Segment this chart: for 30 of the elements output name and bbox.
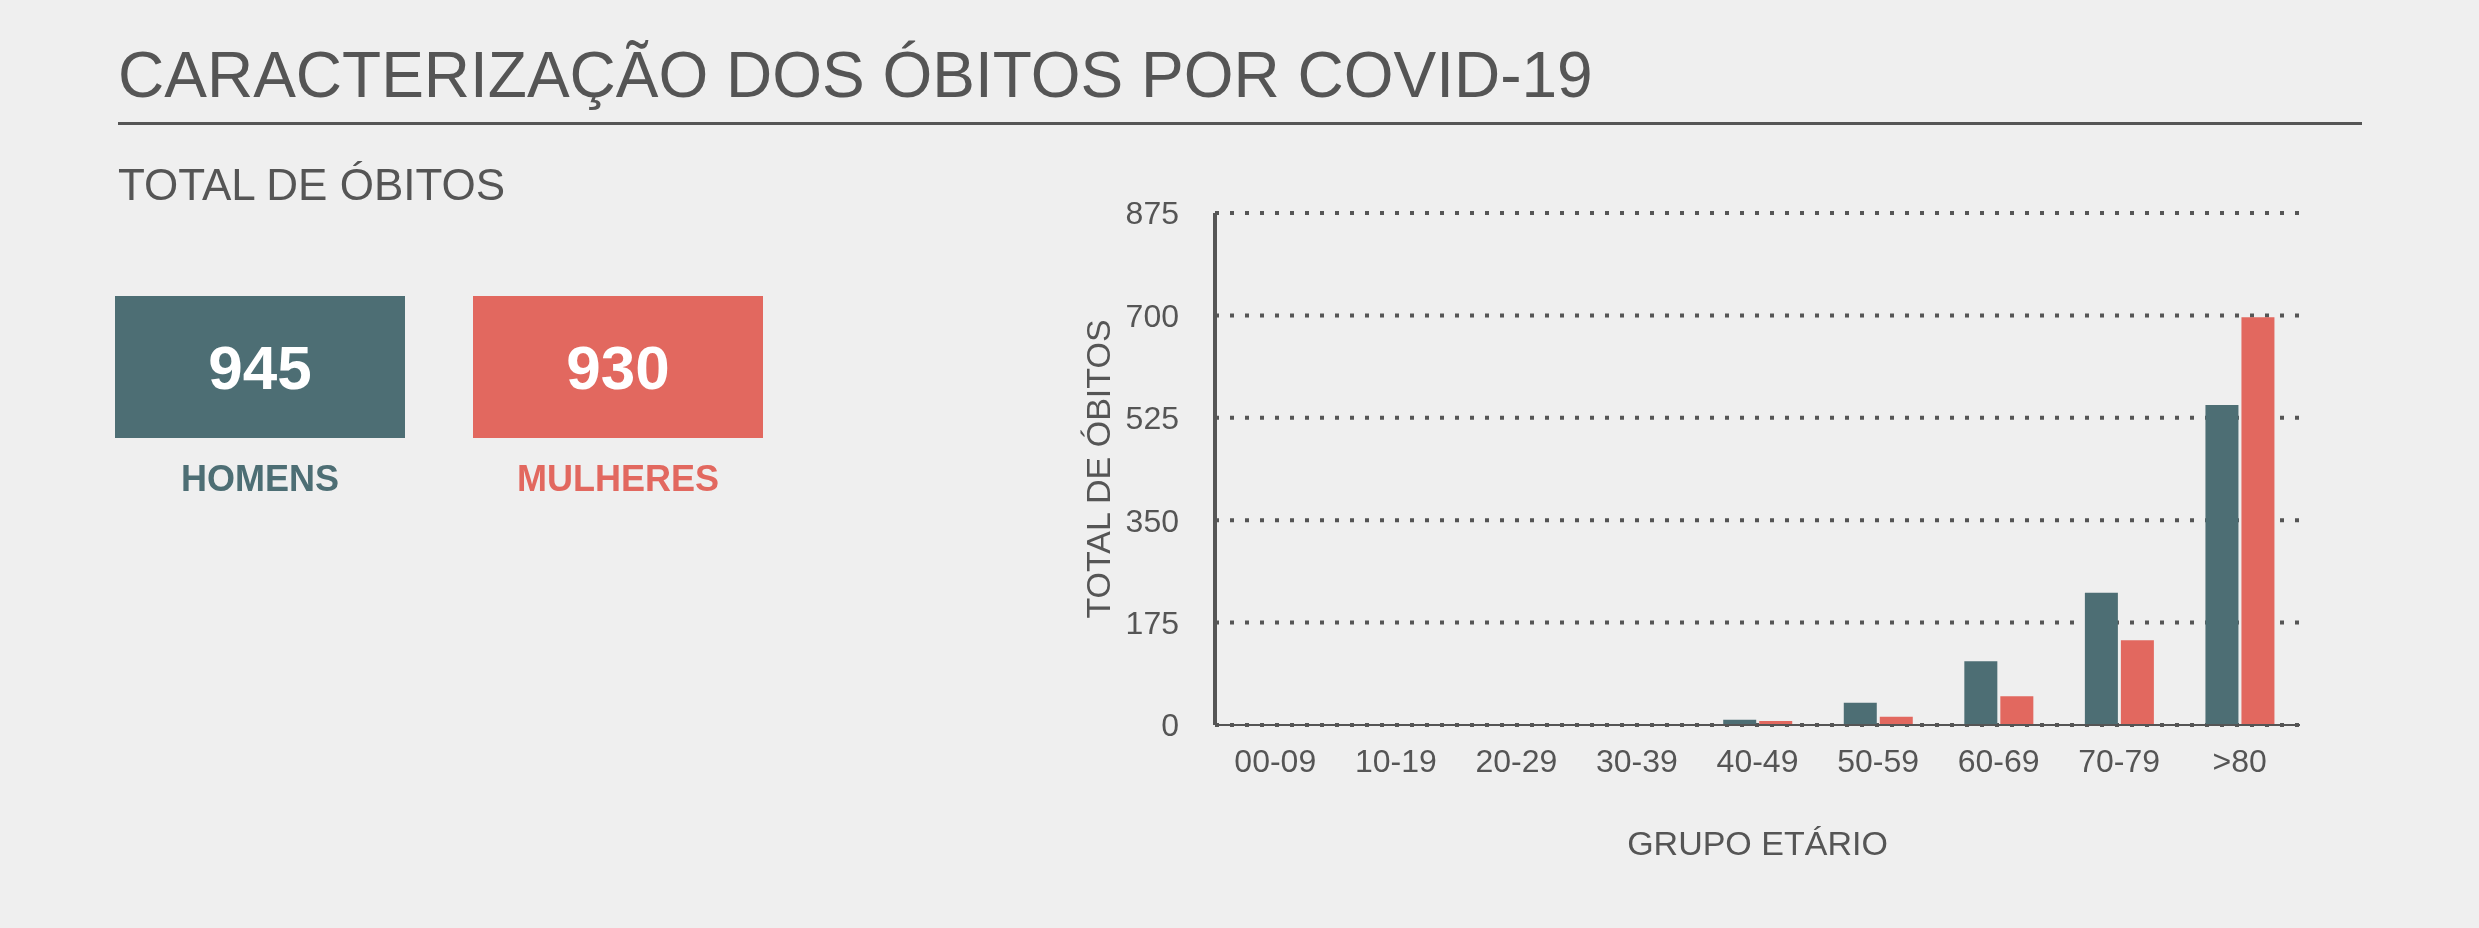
x-tick-label: 70-79 [2078, 742, 2161, 779]
text: CARACTERIZAÇÃO DOS ÓBITOS POR COVID-19 [118, 38, 1593, 112]
bar [1843, 702, 1877, 725]
bar [2000, 696, 2034, 725]
x-tick-label: 60-69 [1957, 742, 2040, 779]
y-tick-label: 175 [1125, 604, 1179, 641]
bar [1964, 661, 1998, 725]
y-tick-label: 525 [1125, 400, 1179, 437]
x-tick-label: 00-09 [1234, 742, 1317, 779]
y-tick-label: 875 [1125, 195, 1179, 232]
x-tick-label: 30-39 [1596, 742, 1678, 779]
x-tick-label: 10-19 [1354, 742, 1437, 779]
y-tick-label: 350 [1125, 502, 1179, 539]
y-axis-title: TOTAL DE ÓBITOS [1079, 319, 1118, 619]
bar [2084, 592, 2118, 725]
bar [2120, 640, 2154, 725]
x-tick-label: 40-49 [1716, 742, 1799, 779]
category-label: MULHERES [516, 458, 720, 500]
y-tick-label: 0 [1161, 707, 1179, 744]
text: TOTAL DE ÓBITOS [118, 160, 506, 210]
x-tick-label: 50-59 [1837, 742, 1919, 779]
category-label: HOMENS [180, 458, 340, 500]
data-label: 945 [115, 296, 405, 438]
bar [2205, 404, 2239, 725]
x-tick-label: 20-29 [1475, 742, 1558, 779]
x-tick-label: >80 [2212, 742, 2267, 779]
data-label: 930 [473, 296, 763, 438]
y-tick-label: 700 [1125, 297, 1179, 334]
x-axis-title: GRUPO ETÁRIO [1627, 824, 1888, 862]
bar [2241, 317, 2275, 725]
